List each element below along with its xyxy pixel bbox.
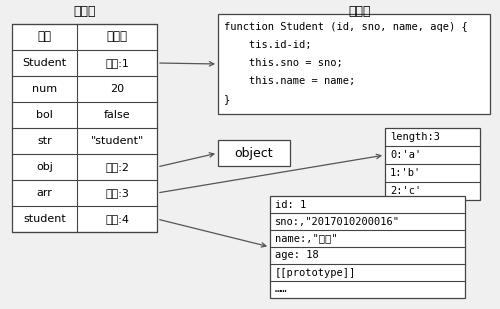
Bar <box>270 196 465 298</box>
Text: }: } <box>224 94 230 104</box>
Text: 变量: 变量 <box>38 31 52 44</box>
Text: tis.id-id;: tis.id-id; <box>224 40 312 50</box>
Text: sno:,"2017010200016": sno:,"2017010200016" <box>275 217 400 226</box>
Text: age: 18: age: 18 <box>275 251 319 260</box>
Text: this.sno = sno;: this.sno = sno; <box>224 58 343 68</box>
Text: num: num <box>32 84 57 94</box>
Text: 地址:4: 地址:4 <box>105 214 129 224</box>
Text: object: object <box>234 146 274 159</box>
Text: 1:'b': 1:'b' <box>390 168 421 178</box>
Text: function Student (id, sno, name, aqe) {: function Student (id, sno, name, aqe) { <box>224 22 468 32</box>
Text: ……: …… <box>275 285 287 294</box>
Text: arr: arr <box>36 188 52 198</box>
Text: str: str <box>37 136 52 146</box>
Text: student: student <box>23 214 66 224</box>
Text: 栈内存: 栈内存 <box>73 5 96 18</box>
Text: Student: Student <box>22 58 66 68</box>
Text: 地址:2: 地址:2 <box>105 162 129 172</box>
Text: bol: bol <box>36 110 53 120</box>
Text: 2:'c': 2:'c' <box>390 186 421 196</box>
Text: 20: 20 <box>110 84 124 94</box>
Bar <box>218 140 290 166</box>
Text: [[prototype]]: [[prototype]] <box>275 268 356 277</box>
Text: 地址:1: 地址:1 <box>105 58 129 68</box>
Text: length:3: length:3 <box>390 132 440 142</box>
Bar <box>218 14 490 114</box>
Bar <box>12 24 157 232</box>
Text: false: false <box>104 110 130 120</box>
Text: "student": "student" <box>90 136 144 146</box>
Text: 地址:3: 地址:3 <box>105 188 129 198</box>
Text: this.name = name;: this.name = name; <box>224 76 355 86</box>
Text: obj: obj <box>36 162 53 172</box>
Text: 0:'a': 0:'a' <box>390 150 421 160</box>
Text: 堆内存: 堆内存 <box>349 5 371 18</box>
Text: id: 1: id: 1 <box>275 200 306 210</box>
Text: 变量值: 变量值 <box>106 31 128 44</box>
Bar <box>385 128 480 200</box>
Text: name:,"小华": name:,"小华" <box>275 234 338 243</box>
